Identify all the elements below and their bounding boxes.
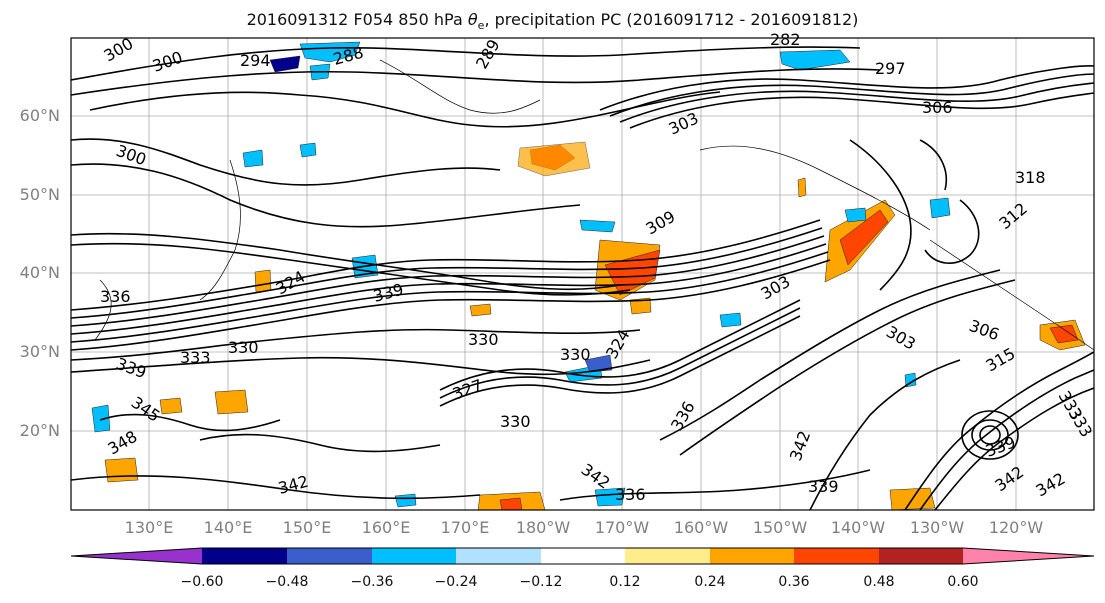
lon-label: 150°W [752,518,808,537]
contour-label: 294 [240,51,271,70]
contour-label: 330 [228,338,259,357]
lon-label: 160°W [673,518,729,537]
colorbar-tick: −0.48 [265,574,309,590]
colorbar-segment [287,548,372,564]
lat-label: 30°N [19,342,60,361]
lat-label: 20°N [19,421,60,440]
colorbar-extend-low [71,548,202,564]
colorbar-segment [794,548,879,564]
contour-label: 330 [500,412,531,431]
colorbar-segment [541,548,625,564]
theta-e-contours [71,46,1094,510]
lon-label: 180°W [515,518,571,537]
lon-label: 140°E [203,518,253,537]
coastlines [94,59,1094,351]
colorbar-tick: 0.36 [778,574,810,590]
lat-label: 40°N [19,263,60,282]
lon-label: 120°W [988,518,1044,537]
contour-label: 297 [875,59,906,78]
lon-label: 140°W [830,518,886,537]
title-prefix: 2016091312 F054 850 hPa [246,10,468,29]
colorbar-tick: 0.24 [694,574,726,590]
figure-title: 2016091312 F054 850 hPa θe, precipitatio… [0,10,1105,32]
contour-label: 336 [615,485,646,504]
lon-label: 150°E [282,518,332,537]
colorbar-tick: 0.48 [863,574,895,590]
colorbar-tick: −0.24 [434,574,478,590]
contour-label: 330 [560,345,591,364]
contour-label: 318 [1015,168,1046,187]
contour-label: 339 [808,477,839,496]
lon-label: 130°E [124,518,174,537]
lat-label: 60°N [19,106,60,125]
colorbar-tick: 0.60 [947,574,979,590]
contour-label: 336 [100,287,131,306]
colorbar-outline [70,547,1095,565]
colorbar-extend-high [963,548,1094,564]
lat-label: 50°N [19,185,60,204]
title-suffix: , precipitation PC (2016091712 - 2016091… [484,10,859,29]
lon-label: 170°W [594,518,650,537]
contour-label: 306 [922,98,953,117]
colorbar-segment [372,548,456,564]
title-theta: θ [467,10,478,29]
lon-label: 160°E [361,518,411,537]
colorbar-segment [625,548,710,564]
contour-label: 333 [180,348,211,367]
lon-label: 130°W [909,518,965,537]
colorbar-segment [879,548,963,564]
colorbar-segment [710,548,794,564]
colorbar [70,547,1095,565]
colorbar-segment [456,548,541,564]
contour-label: 330 [468,330,499,349]
contour-label: 282 [770,30,801,49]
colorbar-tick: 0.12 [609,574,641,590]
colorbar-segment [202,548,287,564]
colorbar-tick: −0.36 [350,574,394,590]
colorbar-tick: −0.12 [519,574,563,590]
title-sub: e [477,19,485,33]
lon-label: 170°E [440,518,490,537]
plot-frame [70,37,1095,511]
colorbar-tick: −0.60 [180,574,224,590]
